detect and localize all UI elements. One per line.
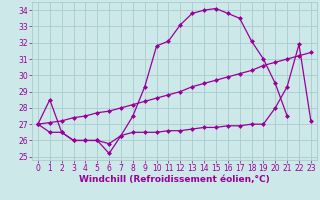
X-axis label: Windchill (Refroidissement éolien,°C): Windchill (Refroidissement éolien,°C) [79, 175, 270, 184]
